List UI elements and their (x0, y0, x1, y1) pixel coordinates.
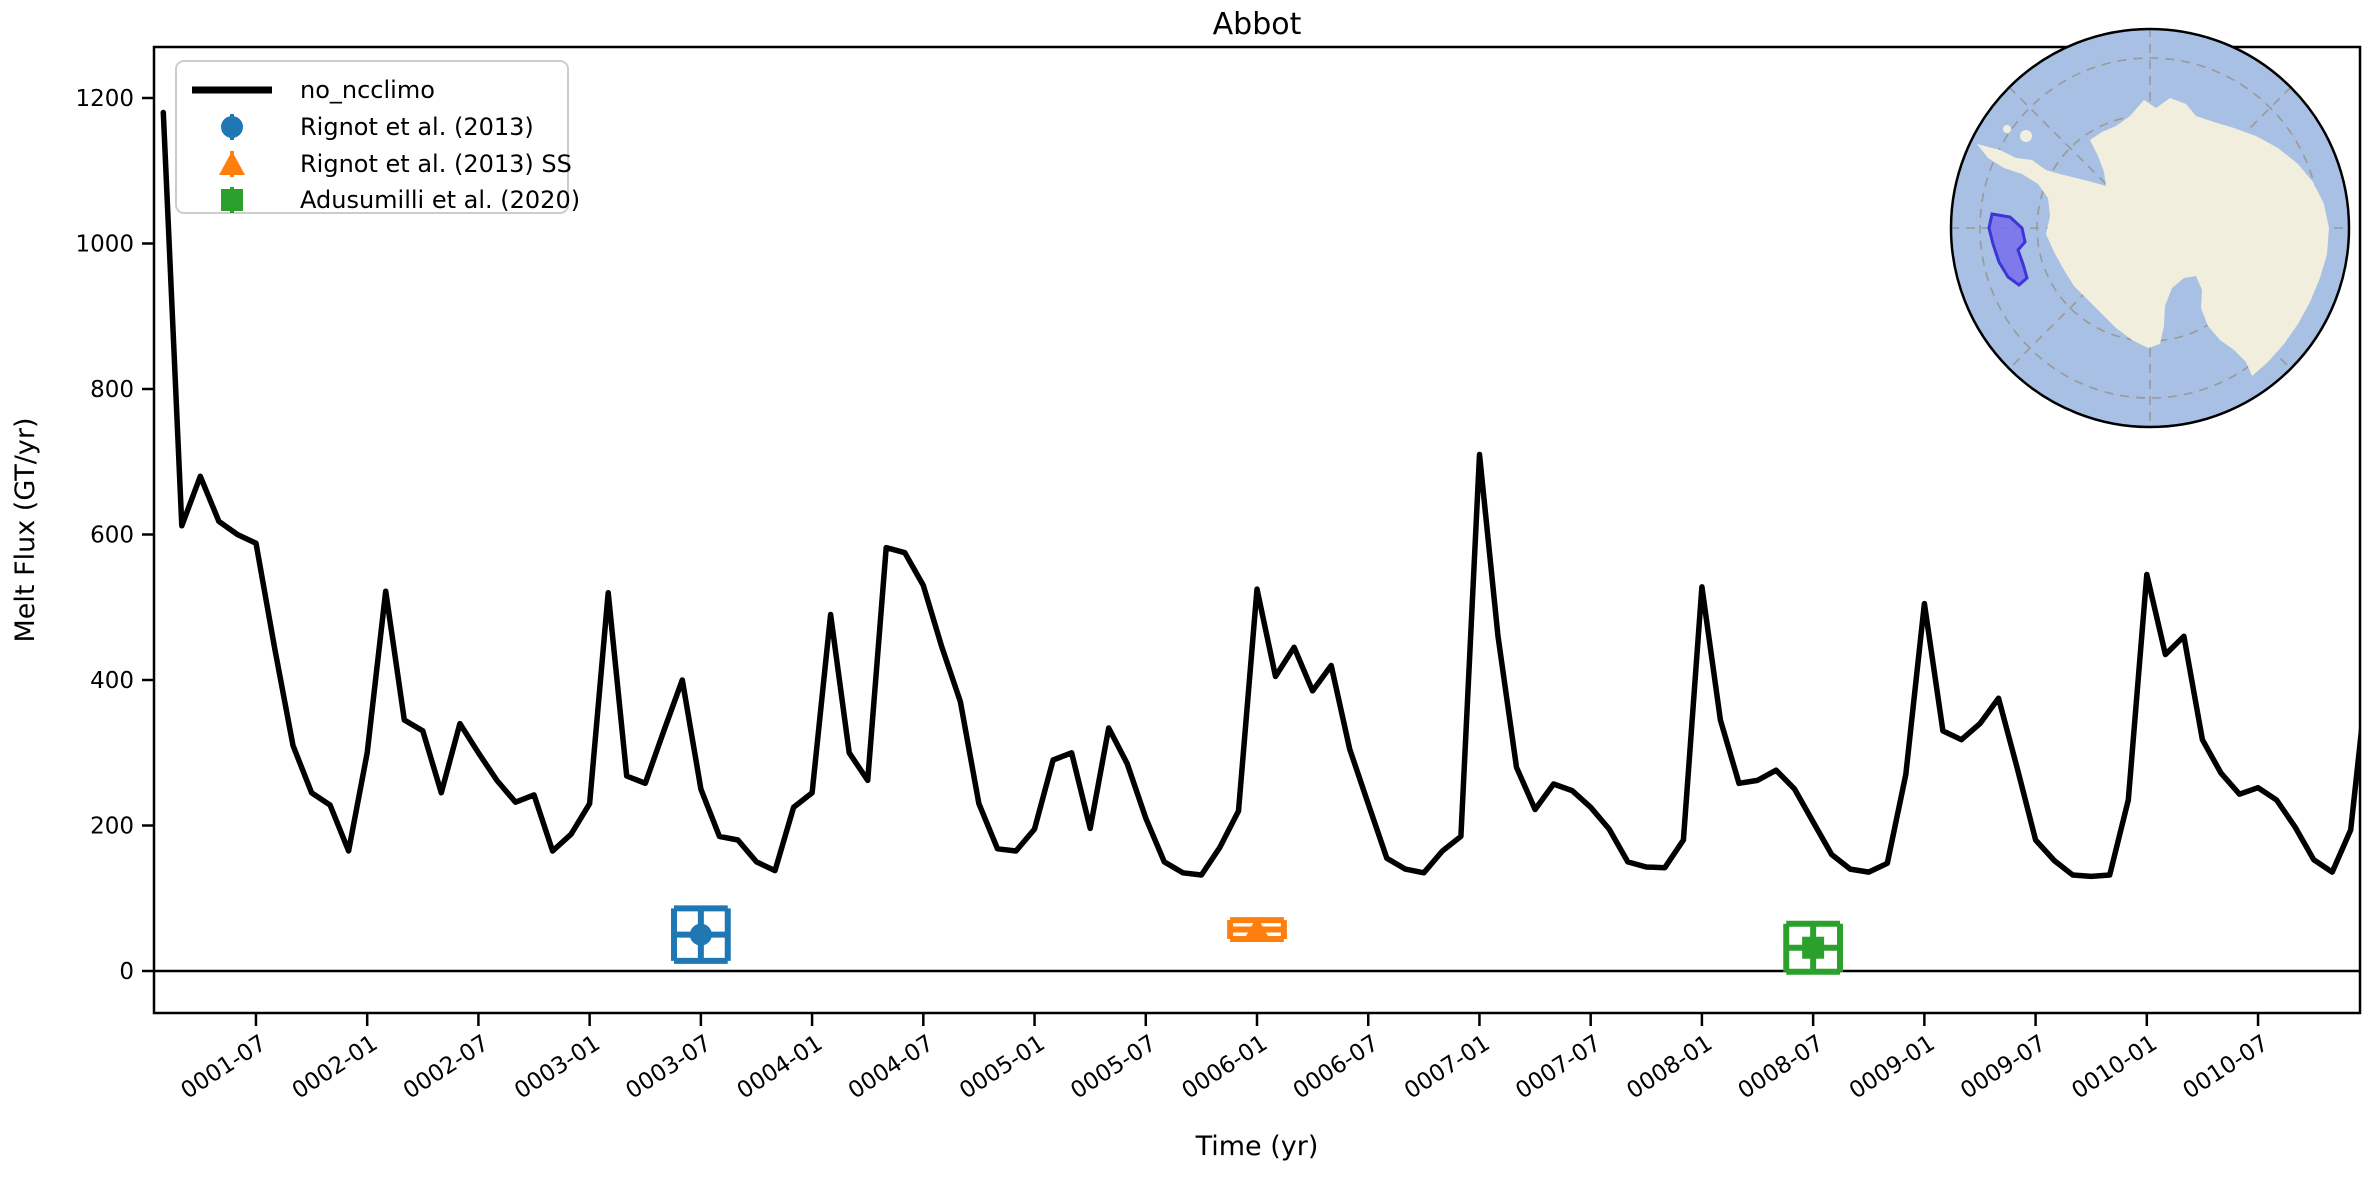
y-tick-label: 200 (90, 814, 134, 840)
x-tick-label: 0004-07 (844, 1030, 939, 1104)
observation-circle (670, 905, 731, 964)
y-tick-label: 800 (90, 377, 134, 403)
x-tick-label: 0003-07 (621, 1030, 716, 1104)
legend: no_ncclimo Rignot et al. (2013) Rignot e… (175, 60, 580, 214)
y-tick-label: 1000 (75, 232, 134, 258)
y-tick-label: 600 (90, 523, 134, 549)
x-tick-label: 0007-01 (1400, 1030, 1495, 1104)
legend-triangle-sample (219, 151, 245, 177)
y-tick-label: 0 (119, 959, 134, 985)
legend-box (175, 60, 569, 214)
antarctica-landmass (1977, 98, 2329, 376)
x-tick-label: 0006-07 (1289, 1030, 1384, 1104)
x-tick-label: 0002-07 (399, 1030, 494, 1104)
legend-square-sample (221, 187, 243, 213)
antarctica-inset-map (1949, 27, 2351, 429)
x-tick-label: 0002-01 (288, 1030, 383, 1104)
x-tick-label: 0010-01 (2067, 1030, 2162, 1104)
observation-markers (670, 905, 1844, 975)
series-layer (154, 109, 2360, 973)
legend-label: Rignot et al. (2013) SS (300, 150, 572, 178)
x-tick-label: 0010-07 (2179, 1030, 2274, 1104)
x-axis-label: Time (yr) (1195, 1131, 1319, 1162)
map-island (2020, 130, 2032, 142)
legend-label: no_ncclimo (300, 76, 435, 104)
x-tick-label: 0006-01 (1178, 1030, 1273, 1104)
y-axis-ticks: 0 200 400 600 800 1000 1200 (75, 86, 154, 985)
map-land-group (1977, 98, 2329, 376)
y-tick-label: 400 (90, 668, 134, 694)
x-tick-label: 0008-01 (1622, 1030, 1717, 1104)
map-rim (1949, 27, 2351, 429)
x-tick-label: 0005-07 (1066, 1030, 1161, 1104)
x-tick-label: 0004-01 (733, 1030, 828, 1104)
x-axis-ticks: 0001-07 0002-01 0002-07 0003-01 0003-07 0004-… (176, 1013, 2273, 1104)
plot-frame (152, 45, 2362, 1015)
abbot-region-highlight (1987, 212, 2029, 287)
x-tick-label: 0001-07 (176, 1030, 271, 1104)
page-title: Abbot (1213, 7, 1302, 42)
observation-square (1783, 920, 1844, 975)
x-tick-label: 0007-07 (1511, 1030, 1606, 1104)
map-content (1951, 29, 2349, 427)
y-tick-label: 1200 (75, 86, 134, 112)
melt-flux-line-no_ncclimo (160, 109, 2360, 880)
x-tick-label: 0008-07 (1734, 1030, 1829, 1104)
legend-label: Rignot et al. (2013) (300, 113, 534, 141)
x-tick-label: 0003-01 (510, 1030, 605, 1104)
x-tick-label: 0005-01 (955, 1030, 1050, 1104)
legend-circle-sample (221, 114, 243, 140)
y-axis-label: Melt Flux (GT/yr) (10, 418, 41, 643)
legend-label: Adusumilli et al. (2020) (300, 186, 580, 214)
observation-triangle-up (1227, 916, 1287, 942)
x-tick-label: 0009-01 (1845, 1030, 1940, 1104)
map-island (2003, 125, 2011, 133)
x-tick-label: 0009-07 (1956, 1030, 2051, 1104)
